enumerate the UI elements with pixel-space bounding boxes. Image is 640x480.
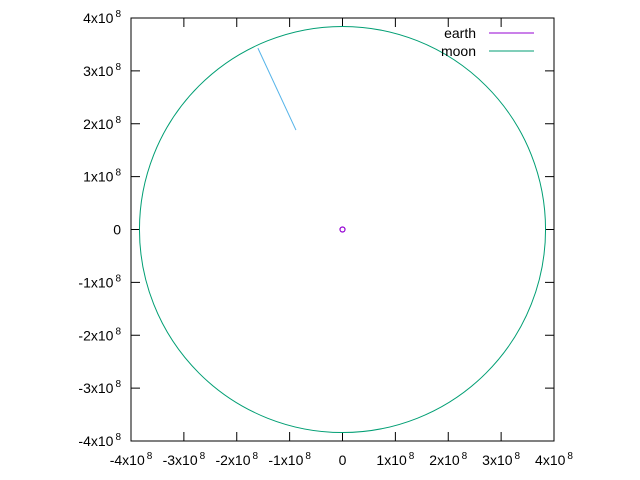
y-tick-label: 3x10 8 [83,62,121,79]
y-tick-mantissa: 4x10 [83,10,114,26]
y-tick-label: -2x10 8 [78,326,121,343]
y-tick-label: 0 [113,222,121,238]
y-tick-exponent: 8 [115,326,121,337]
x-tick-label: -3x10 8 [163,451,206,468]
x-tick-mantissa: -1x10 [268,452,303,468]
legend-label-earth: earth [444,25,476,41]
x-tick-label: -1x10 8 [268,451,311,468]
x-tick-mantissa: 3x10 [482,452,513,468]
x-tick-mantissa: -4x10 [110,452,145,468]
x-tick-label: 4x10 8 [535,451,573,468]
x-tick-exponent: 8 [462,451,468,462]
y-tick-exponent: 8 [115,432,121,443]
series-moon-orbit [138,25,547,434]
x-tick-label: 0 [339,452,347,468]
y-tick-exponent: 8 [115,115,121,126]
x-tick-label: -2x10 8 [215,451,258,468]
y-tick-label: -4x10 8 [78,432,121,449]
y-tick-exponent: 8 [115,9,121,20]
x-tick-mantissa: 4x10 [535,452,566,468]
x-tick-mantissa: -3x10 [163,452,198,468]
x-tick-exponent: 8 [567,451,573,462]
y-tick-label: 2x10 8 [83,115,121,132]
x-tick-exponent: 8 [515,451,521,462]
series-layer [138,25,547,434]
x-tick-label: 2x10 8 [429,451,467,468]
x-tick-label: 1x10 8 [376,451,414,468]
y-tick-exponent: 8 [115,273,121,284]
trajectory-segment [257,47,297,131]
y-tick-mantissa: -3x10 [78,380,113,396]
y-tick-mantissa: 1x10 [83,169,114,185]
y-tick-exponent: 8 [115,62,121,73]
y-tick-mantissa: -4x10 [78,433,113,449]
x-tick-mantissa: 2x10 [429,452,460,468]
x-tick-mantissa: 1x10 [376,452,407,468]
x-tick-exponent: 8 [200,451,206,462]
x-tick-label: -4x10 8 [110,451,153,468]
x-tick-label: 3x10 8 [482,451,520,468]
series-earth-point [339,226,346,233]
y-tick-label: 4x10 8 [83,9,121,26]
y-tick-mantissa: 0 [113,222,121,238]
x-tick-mantissa: 0 [339,452,347,468]
legend-label-moon: moon [441,43,476,59]
y-tick-label: -1x10 8 [78,273,121,290]
x-tick-exponent: 8 [147,451,153,462]
y-tick-exponent: 8 [115,379,121,390]
legend: earth moon [441,25,534,59]
x-tick-exponent: 8 [252,451,258,462]
x-tick-mantissa: -2x10 [215,452,250,468]
y-tick-mantissa: 3x10 [83,63,114,79]
y-tick-mantissa: -2x10 [78,327,113,343]
y-tick-exponent: 8 [115,168,121,179]
ticks-layer: -4x10 8 -3x10 8 -2x10 8 -1x10 8 0 1x10 8 2x10 8 3x10 8… [78,9,573,468]
y-tick-mantissa: -1x10 [78,274,113,290]
x-tick-exponent: 8 [409,451,415,462]
y-tick-mantissa: 2x10 [83,116,114,132]
y-tick-label: 1x10 8 [83,168,121,185]
y-tick-label: -3x10 8 [78,379,121,396]
x-tick-exponent: 8 [305,451,311,462]
plot-frame [130,17,555,442]
